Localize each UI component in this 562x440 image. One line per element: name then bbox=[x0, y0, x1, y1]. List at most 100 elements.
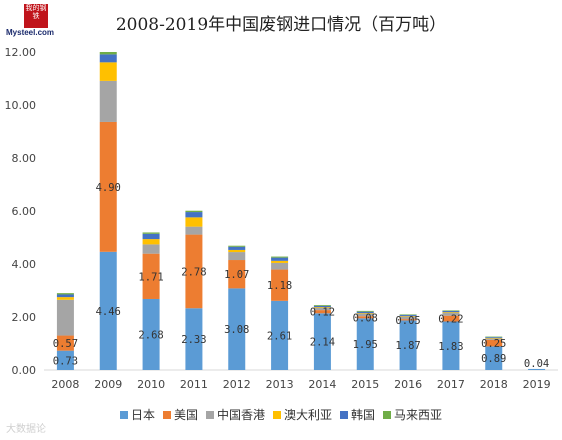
bar-segment bbox=[485, 337, 503, 339]
bar-segment bbox=[99, 80, 117, 122]
bar-segment bbox=[271, 300, 289, 370]
bar-segment bbox=[185, 210, 203, 213]
bar-segment bbox=[313, 307, 331, 311]
bar-segment bbox=[228, 260, 246, 289]
x-tick-label: 2014 bbox=[308, 378, 336, 391]
bar-segment bbox=[185, 217, 203, 227]
x-tick-label: 2019 bbox=[523, 378, 551, 391]
bar-segment bbox=[442, 312, 460, 314]
mysteel-logo: 我的钢铁 Mysteel.com bbox=[6, 4, 66, 38]
bar-segment bbox=[356, 310, 374, 312]
bar-segment bbox=[313, 305, 331, 308]
data-label: 0.04 bbox=[524, 358, 549, 370]
bar-segment bbox=[99, 52, 117, 55]
bar-segment bbox=[56, 335, 74, 351]
bar-segment bbox=[142, 233, 160, 240]
x-tick-label: 2012 bbox=[223, 378, 251, 391]
legend-label: 日本 bbox=[130, 408, 155, 422]
bar-segment bbox=[185, 308, 203, 370]
data-label: 0.89 bbox=[481, 353, 506, 365]
x-tick-label: 2018 bbox=[480, 378, 508, 391]
bar-segment bbox=[99, 62, 117, 81]
logo-cn-text: 我的钢铁 bbox=[24, 4, 48, 28]
bar-segment bbox=[399, 316, 417, 320]
bar-segment bbox=[228, 245, 246, 247]
data-label: 4.46 bbox=[96, 306, 121, 318]
legend-swatch bbox=[273, 411, 281, 419]
bar-segment bbox=[356, 316, 374, 319]
legend-label: 韩国 bbox=[351, 408, 376, 422]
bar-segment bbox=[442, 310, 460, 311]
data-label: 3.08 bbox=[224, 324, 249, 336]
bar-segment bbox=[142, 244, 160, 254]
legend-swatch bbox=[162, 411, 171, 419]
data-label: 0.22 bbox=[438, 314, 463, 326]
legend-swatch bbox=[340, 411, 349, 419]
bar-segment bbox=[56, 350, 74, 370]
bar-segment bbox=[485, 339, 503, 347]
x-tick-label: 2017 bbox=[437, 378, 465, 391]
legend-label: 马来西亚 bbox=[394, 408, 443, 422]
bar-segment bbox=[142, 239, 160, 245]
bar-segment bbox=[142, 232, 160, 234]
x-tick-label: 2010 bbox=[137, 378, 165, 391]
bar-segment bbox=[399, 319, 417, 321]
data-label: 1.87 bbox=[395, 340, 420, 352]
data-label: 0.12 bbox=[310, 307, 335, 319]
data-label: 1.83 bbox=[438, 341, 463, 353]
bar-segment bbox=[485, 338, 503, 340]
legend-swatch bbox=[119, 411, 128, 419]
bar-segment bbox=[313, 307, 331, 308]
data-label: 2.61 bbox=[267, 330, 292, 342]
data-label: 0.08 bbox=[353, 312, 378, 324]
bar-segment bbox=[56, 293, 74, 295]
data-label: 1.18 bbox=[267, 280, 292, 292]
bar-segment bbox=[185, 234, 203, 309]
x-tick-label: 2015 bbox=[351, 378, 379, 391]
bar-segment bbox=[313, 313, 331, 370]
bar-segment bbox=[528, 368, 546, 370]
bar-segment bbox=[271, 269, 289, 301]
bar-segment bbox=[399, 315, 417, 317]
bar-segment bbox=[271, 262, 289, 270]
bar-segment bbox=[185, 212, 203, 218]
bar-segment bbox=[442, 310, 460, 313]
bar-segment bbox=[399, 314, 417, 316]
x-tick-label: 2013 bbox=[266, 378, 294, 391]
y-tick-label: 10.00 bbox=[5, 99, 37, 112]
bar-segment bbox=[442, 313, 460, 316]
x-tick-label: 2011 bbox=[180, 378, 208, 391]
bar-segment bbox=[356, 313, 374, 314]
data-label: 2.14 bbox=[310, 337, 335, 349]
x-tick-label: 2008 bbox=[51, 378, 79, 391]
bar-segment bbox=[56, 294, 74, 298]
bar-segment bbox=[271, 260, 289, 263]
data-label: 1.71 bbox=[138, 271, 163, 283]
bar-segment bbox=[99, 54, 117, 63]
bar-segment bbox=[313, 305, 331, 306]
data-label: 2.33 bbox=[181, 334, 206, 346]
bar-segment bbox=[271, 257, 289, 261]
x-tick-label: 2009 bbox=[94, 378, 122, 391]
bar-segment bbox=[56, 297, 74, 300]
bar-segment bbox=[356, 311, 374, 314]
bar-segment bbox=[485, 336, 503, 338]
bar-segment bbox=[228, 246, 246, 250]
bar-segment bbox=[185, 226, 203, 235]
watermark-text: 大数据论 bbox=[6, 424, 46, 435]
bar-segment bbox=[228, 249, 246, 253]
data-label: 0.05 bbox=[395, 315, 420, 327]
bar-segment bbox=[356, 313, 374, 317]
legend-swatch bbox=[205, 411, 214, 419]
data-label: 2.68 bbox=[138, 329, 163, 341]
data-label: 2.78 bbox=[181, 266, 206, 278]
data-label: 1.07 bbox=[224, 269, 249, 281]
chart-legend: 日本 美国 中国香港 澳大利亚 韩国 马来西亚 bbox=[0, 406, 562, 423]
legend-label: 美国 bbox=[173, 408, 198, 422]
bar-segment bbox=[356, 318, 374, 370]
y-tick-label: 0.00 bbox=[12, 364, 37, 377]
x-tick-label: 2016 bbox=[394, 378, 422, 391]
y-tick-label: 12.00 bbox=[5, 46, 37, 59]
bar-segment bbox=[56, 299, 74, 336]
